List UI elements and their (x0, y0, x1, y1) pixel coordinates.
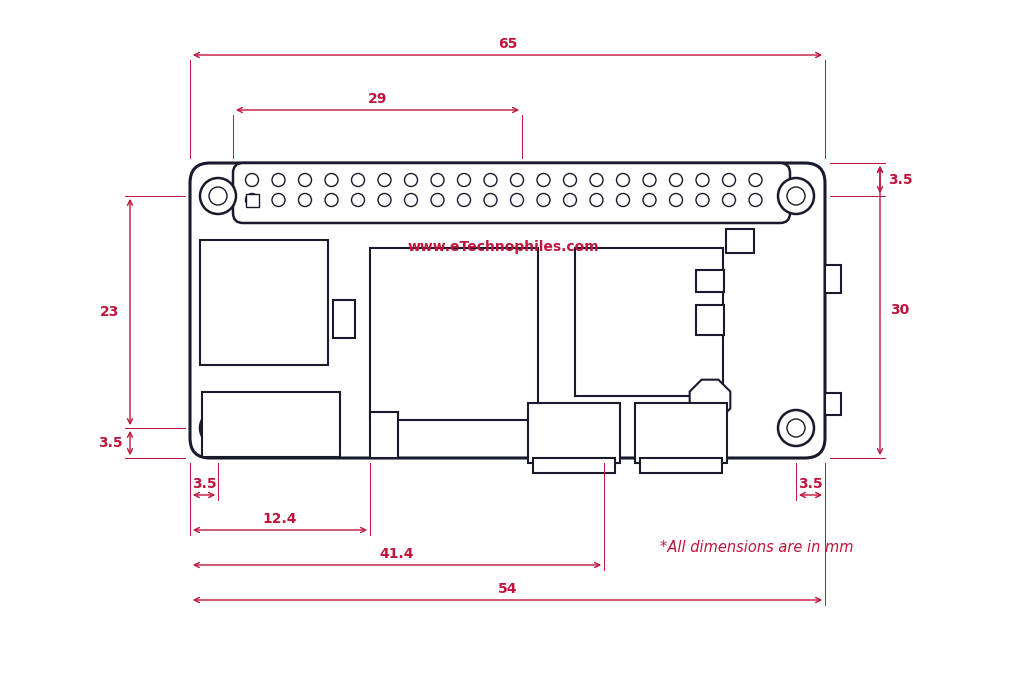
Circle shape (643, 194, 656, 206)
Bar (528, 403, 620, 463)
Circle shape (778, 178, 814, 214)
Circle shape (484, 173, 497, 186)
Circle shape (696, 194, 709, 206)
FancyBboxPatch shape (190, 163, 825, 458)
Bar (825, 393, 841, 415)
Circle shape (299, 194, 311, 206)
Circle shape (272, 173, 285, 186)
Circle shape (200, 178, 236, 214)
Circle shape (200, 410, 236, 446)
Text: 12.4: 12.4 (263, 512, 297, 526)
Circle shape (643, 173, 656, 186)
Circle shape (404, 194, 418, 206)
Circle shape (723, 194, 735, 206)
Text: 3.5: 3.5 (798, 477, 823, 491)
Circle shape (670, 194, 683, 206)
Circle shape (325, 173, 338, 186)
Circle shape (458, 173, 470, 186)
Circle shape (484, 194, 497, 206)
Bar (200, 240, 328, 365)
Bar (202, 392, 340, 457)
Text: 41.4: 41.4 (380, 547, 415, 561)
Circle shape (325, 194, 338, 206)
Bar (696, 270, 724, 292)
Bar (246, 194, 258, 206)
Text: 3.5: 3.5 (97, 436, 122, 450)
Bar (640, 458, 722, 473)
Circle shape (209, 187, 227, 205)
Text: 29: 29 (368, 92, 387, 106)
Circle shape (351, 173, 365, 186)
Circle shape (537, 173, 550, 186)
Circle shape (696, 173, 709, 186)
Circle shape (590, 173, 603, 186)
Circle shape (404, 173, 418, 186)
Circle shape (299, 173, 311, 186)
Text: www.eTechnophiles.com: www.eTechnophiles.com (408, 240, 599, 254)
Circle shape (246, 173, 258, 186)
Bar (825, 265, 841, 293)
Bar (333, 300, 355, 338)
Circle shape (787, 419, 805, 437)
Circle shape (458, 194, 470, 206)
Text: 30: 30 (891, 303, 909, 318)
Bar (696, 305, 724, 335)
Circle shape (351, 194, 365, 206)
Text: 54: 54 (498, 582, 517, 596)
Bar (534, 458, 615, 473)
Circle shape (563, 173, 577, 186)
Polygon shape (690, 380, 730, 420)
Circle shape (749, 173, 762, 186)
Circle shape (787, 187, 805, 205)
Text: 65: 65 (498, 37, 517, 51)
Text: *All dimensions are in mm: *All dimensions are in mm (660, 540, 853, 556)
Bar (575, 248, 723, 396)
FancyBboxPatch shape (233, 163, 790, 223)
Circle shape (778, 410, 814, 446)
Circle shape (670, 173, 683, 186)
Circle shape (511, 173, 523, 186)
Circle shape (723, 173, 735, 186)
Bar (370, 248, 538, 420)
Text: 23: 23 (100, 305, 120, 319)
Circle shape (272, 194, 285, 206)
Circle shape (431, 194, 444, 206)
Circle shape (511, 194, 523, 206)
Text: 3.5: 3.5 (191, 477, 216, 491)
Circle shape (378, 194, 391, 206)
Circle shape (378, 173, 391, 186)
Circle shape (563, 194, 577, 206)
Circle shape (590, 194, 603, 206)
Circle shape (209, 419, 227, 437)
Circle shape (246, 194, 258, 206)
Bar (726, 229, 754, 253)
Bar (370, 412, 398, 458)
Text: 3.5: 3.5 (888, 173, 912, 186)
Circle shape (616, 194, 630, 206)
Circle shape (537, 194, 550, 206)
Bar (635, 403, 727, 463)
Circle shape (616, 173, 630, 186)
Circle shape (431, 173, 444, 186)
Circle shape (749, 194, 762, 206)
